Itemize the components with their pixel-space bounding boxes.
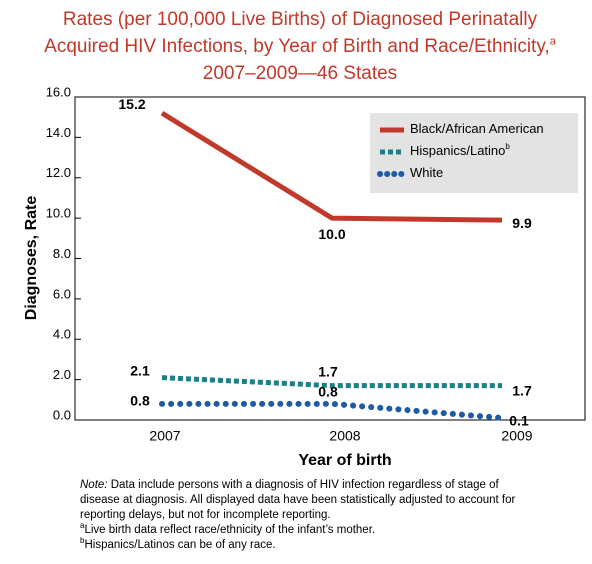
y-tick-label: 14.0 (46, 125, 71, 140)
footnote: bHispanics/Latinos can be of any race. (80, 536, 520, 553)
data-line (159, 400, 505, 421)
x-axis-label: Year of birth (298, 452, 391, 469)
data-label: 1.7 (512, 382, 532, 398)
data-label: 10.0 (318, 226, 345, 242)
y-tick-label: 8.0 (53, 246, 71, 261)
x-tick-label: 2007 (149, 428, 180, 444)
y-tick-label: 4.0 (53, 327, 71, 342)
footnote: aLive birth data reflect race/ethnicity … (80, 521, 520, 538)
data-line (160, 111, 503, 223)
footnote-text: Live birth data reflect race/ethnicity o… (84, 524, 376, 536)
legend-name: Hispanics/Latino (410, 143, 505, 158)
title-text: Rates (per 100,000 Live Births) of Diagn… (44, 9, 550, 57)
y-tick-label: 12.0 (46, 165, 71, 180)
data-label: 9.9 (512, 215, 532, 231)
title-end: 2007–2009—46 States (202, 63, 398, 84)
legend-box (370, 113, 578, 193)
note: Note: Data include persons with a diagno… (80, 478, 520, 523)
data-label: 1.7 (318, 363, 338, 379)
y-tick-label: 16.0 (46, 84, 71, 99)
data-label: 15.2 (118, 96, 145, 112)
legend-name: White (410, 165, 443, 180)
data-label: 0.8 (318, 384, 338, 400)
y-tick-label: 2.0 (53, 367, 71, 382)
footnote-mark: b (80, 536, 85, 546)
data-label: 0.8 (130, 393, 150, 409)
legend-label: White (410, 165, 443, 180)
y-tick-label: 10.0 (46, 206, 71, 221)
x-tick-label: 2008 (329, 428, 360, 444)
data-line (161, 375, 502, 389)
note-text: Data include persons with a diagnosis of… (80, 479, 516, 521)
legend-name: Black/African American (410, 121, 544, 136)
y-tick-label: 6.0 (53, 286, 71, 301)
data-label: 2.1 (130, 362, 150, 378)
chart-title: Rates (per 100,000 Live Births) of Diagn… (40, 6, 560, 87)
footnote-text: Hispanics/Latinos can be of any race. (84, 539, 276, 551)
y-tick-label: 0.0 (53, 407, 71, 422)
legend-label: Black/African American (410, 121, 544, 136)
legend-label: Hispanics/Latinob (410, 142, 510, 158)
legend-superscript: b (505, 142, 510, 151)
note-label: Note: (80, 479, 108, 491)
x-tick-label: 2009 (501, 428, 532, 444)
chart: 0.0 2.0 4.0 6.0 8.0 10.0 12.0 14.0 16.0 2007 2008 2… (23, 84, 586, 469)
notes: Note: Data include persons with a diagno… (80, 478, 520, 553)
y-axis-label: Diagnoses, Rate (23, 196, 40, 321)
title-superscript: a (549, 35, 556, 48)
footnote-mark: a (80, 521, 85, 531)
data-label: 0.1 (509, 413, 529, 429)
